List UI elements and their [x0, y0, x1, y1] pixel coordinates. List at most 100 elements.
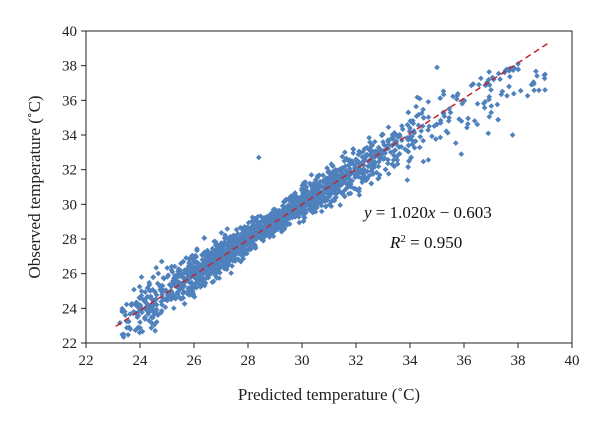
data-point	[350, 150, 357, 156]
data-point	[337, 202, 344, 208]
data-point	[406, 158, 412, 164]
data-point	[384, 160, 391, 167]
data-point	[387, 149, 394, 156]
data-point	[465, 115, 471, 122]
data-point	[299, 205, 305, 212]
data-point	[180, 290, 186, 297]
data-point	[128, 300, 135, 307]
data-point	[201, 249, 208, 256]
x-tick-label: 22	[79, 353, 94, 369]
data-point	[536, 87, 542, 94]
data-point	[157, 287, 164, 293]
data-point	[375, 163, 382, 170]
data-point	[385, 170, 392, 177]
data-point	[497, 76, 503, 83]
data-point	[295, 214, 302, 220]
data-point	[213, 275, 220, 281]
x-tick-label: 36	[457, 353, 473, 369]
data-point	[432, 136, 439, 142]
data-point	[510, 90, 517, 97]
data-point	[437, 117, 444, 124]
data-point	[425, 157, 432, 163]
data-point	[420, 137, 427, 144]
data-point	[211, 267, 218, 274]
data-point	[177, 282, 184, 289]
data-point	[394, 161, 401, 167]
data-point	[440, 91, 447, 98]
x-axis-ticks: 22 24 26 28 30 32 34 36 38 40	[79, 343, 580, 369]
data-point	[155, 270, 162, 277]
data-point	[488, 87, 494, 93]
data-point	[138, 292, 145, 299]
data-point	[453, 96, 460, 102]
equation-label: y = 1.020x − 0.603	[362, 203, 492, 222]
data-point	[231, 234, 238, 241]
data-point	[330, 168, 337, 175]
data-point	[148, 295, 154, 301]
data-point	[318, 195, 324, 202]
data-point	[410, 120, 417, 127]
x-tick-label: 30	[295, 353, 310, 369]
data-point	[279, 203, 286, 209]
data-point	[153, 264, 160, 271]
data-point	[152, 296, 159, 303]
data-point	[418, 128, 425, 134]
data-point	[289, 213, 296, 220]
data-point	[355, 151, 362, 158]
data-point	[225, 240, 232, 246]
data-point	[445, 118, 452, 124]
data-point	[319, 183, 326, 190]
data-point	[137, 302, 143, 308]
data-point	[188, 291, 195, 297]
data-point	[286, 221, 293, 227]
data-point	[371, 163, 378, 170]
data-point	[340, 180, 346, 186]
r-squared-label: R2 = 0.950	[389, 233, 462, 252]
data-point	[440, 88, 447, 95]
data-point	[486, 82, 493, 88]
data-point	[297, 210, 304, 216]
data-point	[417, 133, 424, 140]
data-point	[186, 265, 193, 272]
x-tick-label: 28	[241, 353, 256, 369]
data-point	[420, 158, 427, 165]
data-point	[152, 289, 158, 295]
data-point	[245, 225, 252, 232]
data-point	[351, 185, 358, 192]
data-point	[201, 257, 208, 264]
x-tick-label: 26	[187, 353, 203, 369]
data-point	[437, 95, 444, 102]
data-point	[310, 209, 317, 215]
data-point	[367, 151, 374, 158]
data-point	[494, 101, 501, 108]
data-point	[197, 283, 204, 290]
data-point	[369, 158, 376, 165]
data-point	[407, 125, 413, 131]
data-point	[279, 216, 285, 222]
data-point	[506, 83, 512, 90]
data-point	[495, 70, 502, 77]
data-point	[168, 291, 174, 298]
data-point	[180, 270, 187, 277]
data-point	[474, 121, 481, 128]
data-point	[326, 168, 332, 175]
data-point	[341, 187, 348, 194]
data-point	[385, 124, 392, 131]
data-point	[206, 250, 212, 257]
data-point	[393, 141, 399, 147]
data-point	[260, 233, 266, 240]
data-point	[170, 305, 177, 312]
data-point	[330, 180, 336, 186]
data-point	[404, 177, 411, 183]
data-point	[390, 152, 397, 159]
data-point	[258, 218, 265, 225]
data-point	[499, 88, 506, 95]
data-point	[181, 300, 188, 307]
x-tick-label: 38	[511, 353, 526, 369]
data-point	[398, 143, 405, 150]
data-point	[218, 243, 225, 250]
data-point	[189, 252, 195, 259]
data-point	[138, 274, 145, 280]
data-point	[368, 180, 375, 187]
data-point	[184, 274, 190, 281]
